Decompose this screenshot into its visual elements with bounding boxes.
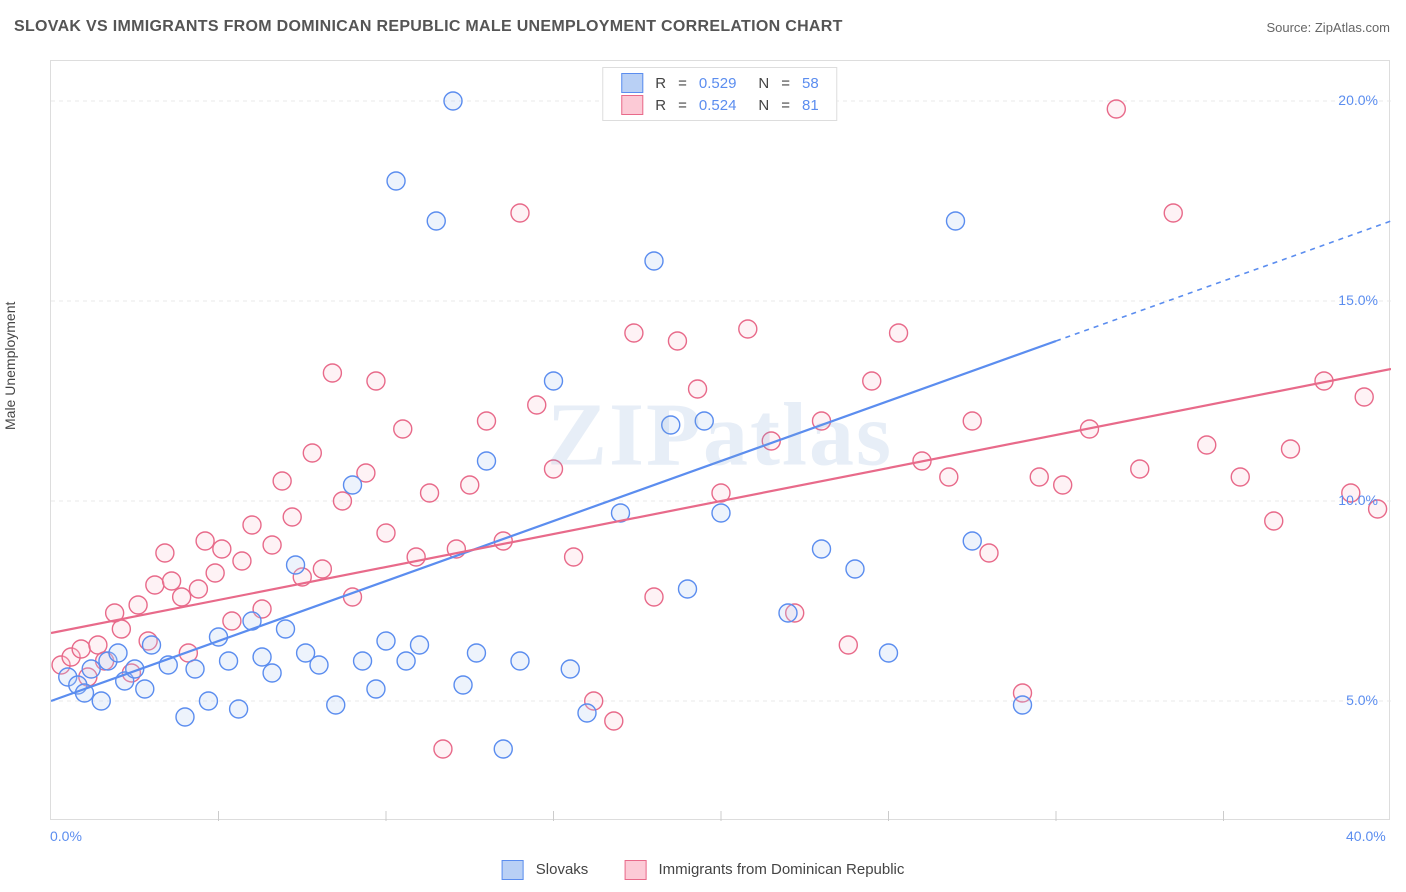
swatch-slovaks (621, 73, 643, 93)
correlation-legend: R = 0.529 N = 58 R = 0.524 N = 81 (602, 67, 837, 121)
legend-item-domrep: Immigrants from Dominican Republic (624, 860, 904, 880)
bottom-swatch-slovaks (502, 860, 524, 880)
legend-label-domrep: Immigrants from Dominican Republic (658, 861, 904, 878)
eq: = (678, 75, 687, 92)
xtick-40: 40.0% (1346, 828, 1386, 844)
chart-container: SLOVAK VS IMMIGRANTS FROM DOMINICAN REPU… (0, 0, 1406, 892)
bottom-swatch-domrep (624, 860, 646, 880)
r-label: R (655, 75, 666, 92)
legend-row-slovaks: R = 0.529 N = 58 (615, 72, 824, 94)
source-label: Source: ZipAtlas.com (1266, 20, 1390, 35)
r-value-slovaks: 0.529 (699, 75, 737, 92)
plot-area: R = 0.529 N = 58 R = 0.524 N = 81 Z (50, 60, 1390, 820)
chart-title: SLOVAK VS IMMIGRANTS FROM DOMINICAN REPU… (14, 18, 843, 36)
scatter-svg (51, 61, 1391, 821)
n-label: N (758, 75, 769, 92)
n-value-domrep: 81 (802, 97, 819, 114)
eq: = (678, 97, 687, 114)
legend-item-slovaks: Slovaks (502, 860, 589, 880)
legend-label-slovaks: Slovaks (536, 861, 589, 878)
eq: = (781, 75, 790, 92)
series-legend: Slovaks Immigrants from Dominican Republ… (502, 860, 905, 880)
swatch-domrep (621, 95, 643, 115)
xtick-0: 0.0% (50, 828, 82, 844)
n-value-slovaks: 58 (802, 75, 819, 92)
y-axis-label: Male Unemployment (2, 302, 18, 430)
legend-row-domrep: R = 0.524 N = 81 (615, 94, 824, 116)
r-label: R (655, 97, 666, 114)
r-value-domrep: 0.524 (699, 97, 737, 114)
n-label: N (758, 97, 769, 114)
eq: = (781, 97, 790, 114)
